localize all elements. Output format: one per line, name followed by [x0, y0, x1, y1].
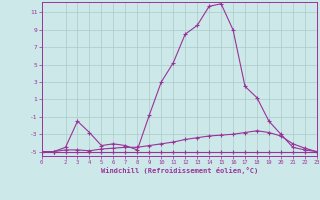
- X-axis label: Windchill (Refroidissement éolien,°C): Windchill (Refroidissement éolien,°C): [100, 167, 258, 174]
